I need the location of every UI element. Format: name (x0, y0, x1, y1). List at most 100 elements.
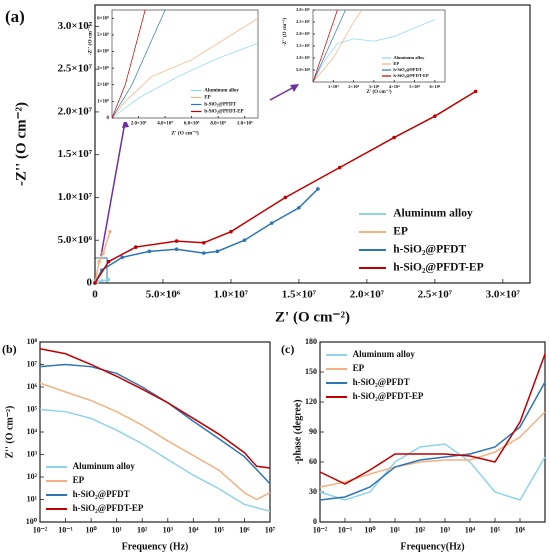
x-tick-label: 4×10⁴ (389, 84, 400, 89)
series-line (319, 381, 546, 501)
x-tick-label: 10⁴ (188, 526, 199, 535)
point (283, 195, 288, 200)
y-tick-label: 5.0×10⁶ (58, 234, 93, 246)
series-line (312, 9, 346, 83)
y-tick-label: 2.0×10⁵ (296, 31, 311, 36)
series-line (111, 42, 259, 119)
legend-label: Aluminum alloy (393, 55, 425, 60)
x-tick-label: 1.0×10⁷ (214, 289, 249, 301)
y-tick-label: 180 (305, 337, 317, 346)
legend-label: h-SiO₂@PFDT (393, 67, 422, 72)
y-axis-label: -Z'' (O cm⁻²) (13, 102, 29, 186)
x-tick-label: 10² (137, 526, 148, 535)
series-line (94, 231, 111, 284)
y-tick-label: 30 (309, 487, 317, 496)
legend-label: h-SiO₂@PFDT-EP (393, 262, 483, 274)
point (297, 205, 301, 210)
y-tick-label: 0 (87, 277, 93, 289)
legend-label: EP (204, 96, 210, 101)
y-tick-label: 120 (305, 397, 317, 406)
x-axis-label: Frequency (Hz) (122, 541, 189, 552)
y-tick-label: 10⁷ (27, 359, 38, 368)
x-axis-label: Frequency(Hz) (400, 541, 464, 552)
x-tick-label: 10² (415, 526, 426, 535)
series-line (319, 443, 546, 501)
y-tick-label: 4×10⁶ (97, 49, 109, 55)
point (392, 135, 396, 140)
point (120, 255, 124, 260)
point (215, 249, 220, 254)
point (316, 187, 320, 191)
y-tick-label: 5.0×10⁴ (296, 67, 311, 72)
legend-label: h-SiO₂@PFDT (73, 489, 130, 499)
legend-label: h-SiO₂@PFDT-EP (393, 73, 429, 78)
arrow-head (122, 118, 129, 128)
y-tick-label: 10⁵ (27, 404, 38, 413)
y-tick-label: 2.5×10⁵ (296, 19, 311, 24)
y-tick-label: 10⁴ (27, 427, 38, 436)
legend-label: Aluminum alloy (393, 208, 473, 220)
y-tick-label: 0 (107, 116, 110, 121)
series-line (39, 408, 271, 512)
inset-background (108, 6, 262, 122)
series-line (319, 411, 546, 488)
x-tick-label: 10⁷ (265, 526, 276, 535)
legend-label: h-SiO₂@PFDT-EP (204, 110, 243, 115)
point (106, 259, 111, 264)
y-tick-label: 10³ (27, 449, 38, 458)
point (97, 259, 101, 264)
point (99, 279, 104, 283)
x-tick-label: 1×10⁴ (328, 84, 339, 89)
y-tick-label: 10⁶ (27, 382, 38, 391)
x-tick-label: 10⁴ (465, 526, 476, 535)
x-tick-label: 8.0×10⁵ (210, 121, 226, 127)
legend-label: h-SiO₂@PFDT (393, 244, 466, 256)
y-tick-label: 10² (27, 472, 38, 481)
point (473, 89, 478, 94)
x-tick-label: 10³ (163, 526, 174, 535)
x-tick-label: 3×10⁴ (369, 84, 380, 89)
legend-label: Aluminum alloy (204, 89, 239, 94)
legend-label: Aluminum alloy (73, 461, 136, 471)
x-tick-label: 1.0×10⁶ (237, 121, 253, 127)
x-tick-label: 0 (92, 289, 98, 301)
x-tick-label: 10⁻¹ (338, 526, 353, 535)
point (229, 229, 233, 234)
point (106, 277, 111, 282)
x-tick-label: 10⁻¹ (58, 526, 73, 535)
series-line (312, 9, 338, 83)
x-tick-label: 10¹ (111, 526, 122, 535)
point (101, 251, 105, 255)
legend-label: h-SiO₂@PFDT (353, 377, 410, 387)
y-tick-label: 0 (313, 517, 317, 526)
x-tick-label: 1.5×10⁷ (282, 289, 317, 301)
y-tick-label: 6×10⁶ (97, 15, 109, 21)
point (174, 239, 179, 243)
y-tick-label: 2.0×10⁷ (58, 105, 93, 117)
plot-frame (111, 9, 259, 119)
point (242, 238, 247, 243)
point (174, 247, 179, 252)
legend-label: EP (73, 475, 85, 485)
x-tick-label: 2.5×10⁷ (418, 289, 453, 301)
series-line (312, 19, 435, 83)
x-tick-label: 2.0×10⁷ (350, 289, 385, 301)
x-tick-label: 10³ (440, 526, 451, 535)
x-tick-label: 4.0×10⁵ (157, 121, 173, 127)
legend-label: EP (393, 61, 399, 66)
legend-label: h-SiO₂@PFDT-EP (73, 503, 144, 513)
point (337, 165, 342, 170)
panel-label: (a) (5, 7, 25, 26)
y-tick-label: 1.0×10⁵ (296, 55, 311, 60)
y-tick-label: 60 (309, 457, 317, 466)
panel-label: (c) (281, 342, 294, 356)
series-line (111, 9, 166, 119)
series-line (111, 18, 259, 119)
x-tick-label: 10⁵ (214, 526, 225, 535)
x-axis-label: Z' (O cm⁻²) (171, 129, 199, 136)
inset-background (309, 6, 449, 86)
x-tick-label: 6×10⁴ (430, 84, 441, 89)
x-tick-label: 5×10⁴ (409, 84, 420, 89)
x-tick-label: 3.0×10⁷ (486, 289, 521, 301)
